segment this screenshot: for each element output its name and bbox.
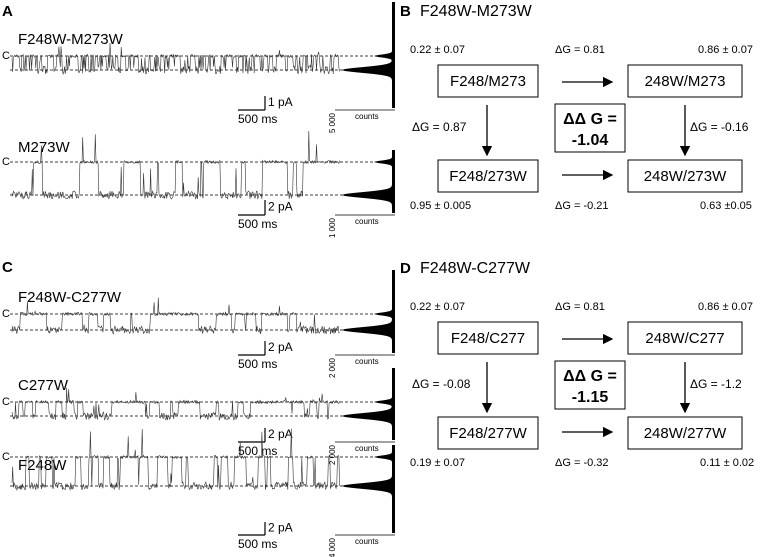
probability: 0.19 ± 0.07 [410,457,465,469]
state-box [627,64,743,98]
delta-g: ΔG = 0.81 [555,301,605,313]
delta-g: ΔG = 0.81 [555,44,605,56]
state-box [627,321,743,355]
histogram [342,445,395,533]
delta-g: ΔG = -0.32 [555,457,609,469]
scale-y-label: 2 pA [268,521,293,535]
probability: 0.86 ± 0.07 [698,301,753,313]
trace-name: C277W [18,377,69,394]
hist-label: counts [355,217,379,226]
scale-x-label: 500 ms [238,357,277,371]
scale-y-label: 1 pA [268,95,293,109]
ddg-label: ΔΔ G = [563,111,617,128]
panel-letter: D [400,260,411,277]
state-label: 248W/C277 [645,330,724,347]
hist-tick: 2 000 [328,444,337,465]
current-trace [11,130,340,200]
state-label: 248W/M273 [645,73,726,90]
probability: 0.95 ± 0.005 [410,200,471,212]
current-trace [11,297,340,335]
ddg-value: -1.04 [572,132,609,149]
trace-name: F248W [18,457,67,474]
closed-level: C [2,50,10,62]
ddg-label: ΔΔ G = [563,368,617,385]
state-label: F248/M273 [450,73,526,90]
state-label: F248/277W [449,425,527,442]
state-box [437,416,539,450]
state-label: 248W/273W [644,168,727,185]
current-trace [11,387,340,422]
probability: 0.11 ± 0.02 [700,457,754,469]
probability: 0.22 ± 0.07 [410,44,465,56]
trace-name: F248W-M273W [18,31,124,48]
hist-label: counts [355,444,379,453]
state-box [627,159,743,193]
histogram [342,2,395,108]
scale-y-label: 2 pA [268,340,293,354]
scale-y-label: 2 pA [268,200,293,214]
trace-name: F248W-C277W [18,289,122,306]
panel-letter: C [2,259,13,276]
closed-level: C [2,308,10,320]
scale-x-label: 500 ms [238,217,277,231]
ddg-box [554,103,626,153]
histogram [342,270,395,353]
hist-label: counts [355,112,379,121]
closed-level: C [2,156,10,168]
delta-g: ΔG = -0.08 [412,377,471,391]
state-box [627,416,743,450]
histogram [342,368,395,440]
trace-name: M273W [18,139,71,156]
hist-label: counts [355,357,379,366]
scale-x-label: 500 ms [238,537,277,551]
probability: 0.22 ± 0.07 [410,301,465,313]
state-box [437,321,539,355]
ddg-box [554,360,626,410]
ddg-value: -1.15 [572,389,609,406]
panel-letter: B [400,3,411,20]
probability: 0.86 ± 0.07 [698,44,753,56]
state-label: F248/C277 [451,330,525,347]
scale-x-label: 500 ms [238,444,277,458]
panel-title: F248W-M273W [420,3,533,20]
delta-g: ΔG = 0.87 [412,120,467,134]
hist-tick: 1 000 [328,217,337,238]
state-box [437,159,539,193]
histogram [342,150,395,213]
probability: 0.63 ±0.05 [700,200,752,212]
delta-g: ΔG = -0.16 [690,120,749,134]
panel-letter: A [2,3,13,20]
current-trace [11,428,340,492]
state-label: F248/273W [449,168,527,185]
closed-level: C [2,396,10,408]
delta-g: ΔG = -1.2 [690,377,742,391]
hist-tick: 5 000 [328,112,337,133]
hist-label: counts [355,537,379,546]
state-label: 248W/277W [644,425,727,442]
hist-tick: 2 000 [328,357,337,378]
state-box [437,64,539,98]
scale-y-label: 2 pA [268,427,293,441]
closed-level: C [2,451,10,463]
delta-g: ΔG = -0.21 [555,200,609,212]
current-trace [11,42,340,75]
panel-title: F248W-C277W [420,260,531,277]
scale-x-label: 500 ms [238,112,277,126]
hist-tick: 4 000 [328,537,337,557]
